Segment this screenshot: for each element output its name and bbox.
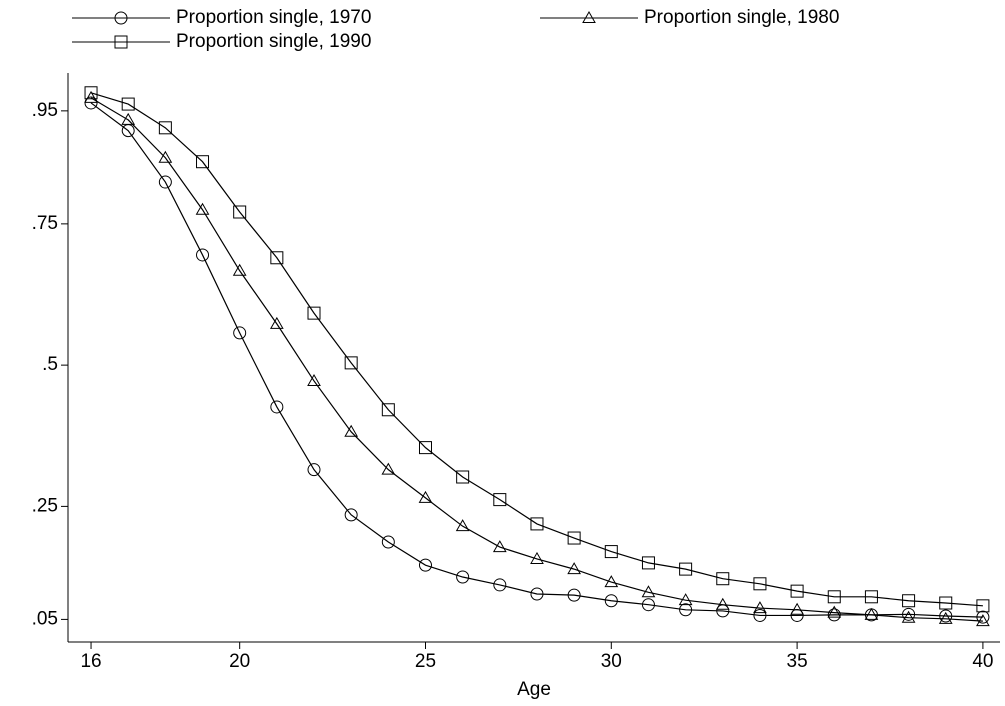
marker bbox=[456, 470, 470, 484]
marker bbox=[418, 441, 432, 455]
marker bbox=[790, 602, 804, 615]
marker bbox=[641, 598, 655, 612]
marker bbox=[344, 424, 359, 437]
marker bbox=[567, 562, 581, 575]
marker bbox=[418, 558, 432, 572]
marker bbox=[307, 373, 321, 386]
marker bbox=[493, 578, 507, 592]
marker bbox=[270, 400, 284, 414]
marker bbox=[84, 86, 98, 100]
marker bbox=[976, 614, 990, 627]
marker bbox=[381, 403, 395, 417]
marker bbox=[232, 263, 247, 276]
marker bbox=[114, 35, 128, 49]
marker bbox=[939, 596, 953, 610]
y-tick-label: .05 bbox=[32, 608, 58, 629]
marker bbox=[158, 121, 172, 135]
marker bbox=[641, 585, 656, 598]
marker bbox=[567, 531, 581, 545]
legend-label: Proportion single, 1980 bbox=[644, 7, 839, 28]
marker bbox=[196, 248, 210, 262]
marker bbox=[114, 11, 128, 25]
x-axis-label: Age bbox=[517, 679, 551, 700]
series-line bbox=[90, 92, 983, 607]
marker bbox=[939, 609, 953, 623]
marker bbox=[492, 540, 507, 553]
marker bbox=[827, 608, 841, 622]
marker bbox=[455, 519, 470, 532]
marker bbox=[753, 577, 767, 591]
y-tick-label: .25 bbox=[32, 495, 58, 516]
marker bbox=[938, 611, 953, 624]
marker bbox=[233, 326, 247, 340]
marker bbox=[567, 588, 581, 602]
marker bbox=[270, 251, 284, 265]
marker bbox=[753, 601, 767, 614]
marker bbox=[84, 96, 98, 110]
marker bbox=[976, 599, 990, 613]
marker bbox=[715, 597, 730, 610]
marker bbox=[530, 551, 544, 564]
marker bbox=[976, 610, 990, 624]
x-tick-label: 16 bbox=[80, 651, 101, 672]
marker bbox=[604, 545, 618, 559]
marker bbox=[418, 490, 433, 503]
marker bbox=[902, 607, 916, 621]
marker bbox=[233, 205, 247, 219]
series-line bbox=[90, 102, 983, 618]
marker bbox=[121, 112, 136, 125]
marker bbox=[530, 587, 544, 601]
y-tick-label: .5 bbox=[42, 354, 58, 375]
x-tick-label: 30 bbox=[601, 651, 622, 672]
x-tick-label: 40 bbox=[972, 651, 993, 672]
marker bbox=[753, 608, 767, 622]
y-tick-label: .75 bbox=[32, 213, 58, 234]
marker bbox=[678, 593, 693, 606]
marker bbox=[158, 175, 172, 189]
marker bbox=[604, 575, 619, 588]
marker bbox=[269, 316, 284, 329]
marker bbox=[344, 356, 358, 370]
marker bbox=[84, 90, 98, 103]
marker bbox=[679, 603, 693, 617]
marker bbox=[381, 462, 396, 475]
marker bbox=[902, 594, 916, 608]
series-line bbox=[90, 97, 983, 622]
marker bbox=[679, 562, 693, 576]
y-tick-label: .95 bbox=[32, 100, 58, 121]
x-tick-label: 20 bbox=[229, 651, 250, 672]
marker bbox=[864, 590, 878, 604]
x-tick-label: 25 bbox=[415, 651, 436, 672]
marker bbox=[827, 605, 842, 618]
marker bbox=[641, 556, 655, 570]
marker bbox=[344, 508, 358, 522]
marker bbox=[901, 610, 916, 623]
marker bbox=[307, 463, 321, 477]
marker bbox=[195, 202, 210, 215]
marker bbox=[158, 150, 173, 163]
marker bbox=[530, 517, 544, 531]
marker bbox=[790, 584, 804, 598]
marker bbox=[716, 572, 730, 586]
x-tick-label: 35 bbox=[787, 651, 808, 672]
marker bbox=[307, 306, 321, 320]
marker bbox=[196, 155, 210, 169]
marker bbox=[864, 607, 879, 620]
marker bbox=[582, 10, 596, 23]
marker bbox=[456, 570, 470, 584]
marker bbox=[827, 590, 841, 604]
marker bbox=[381, 535, 395, 549]
legend-label: Proportion single, 1990 bbox=[176, 31, 371, 52]
marker bbox=[493, 493, 507, 507]
marker bbox=[121, 97, 135, 111]
legend-label: Proportion single, 1970 bbox=[176, 7, 371, 28]
marker bbox=[604, 594, 618, 608]
